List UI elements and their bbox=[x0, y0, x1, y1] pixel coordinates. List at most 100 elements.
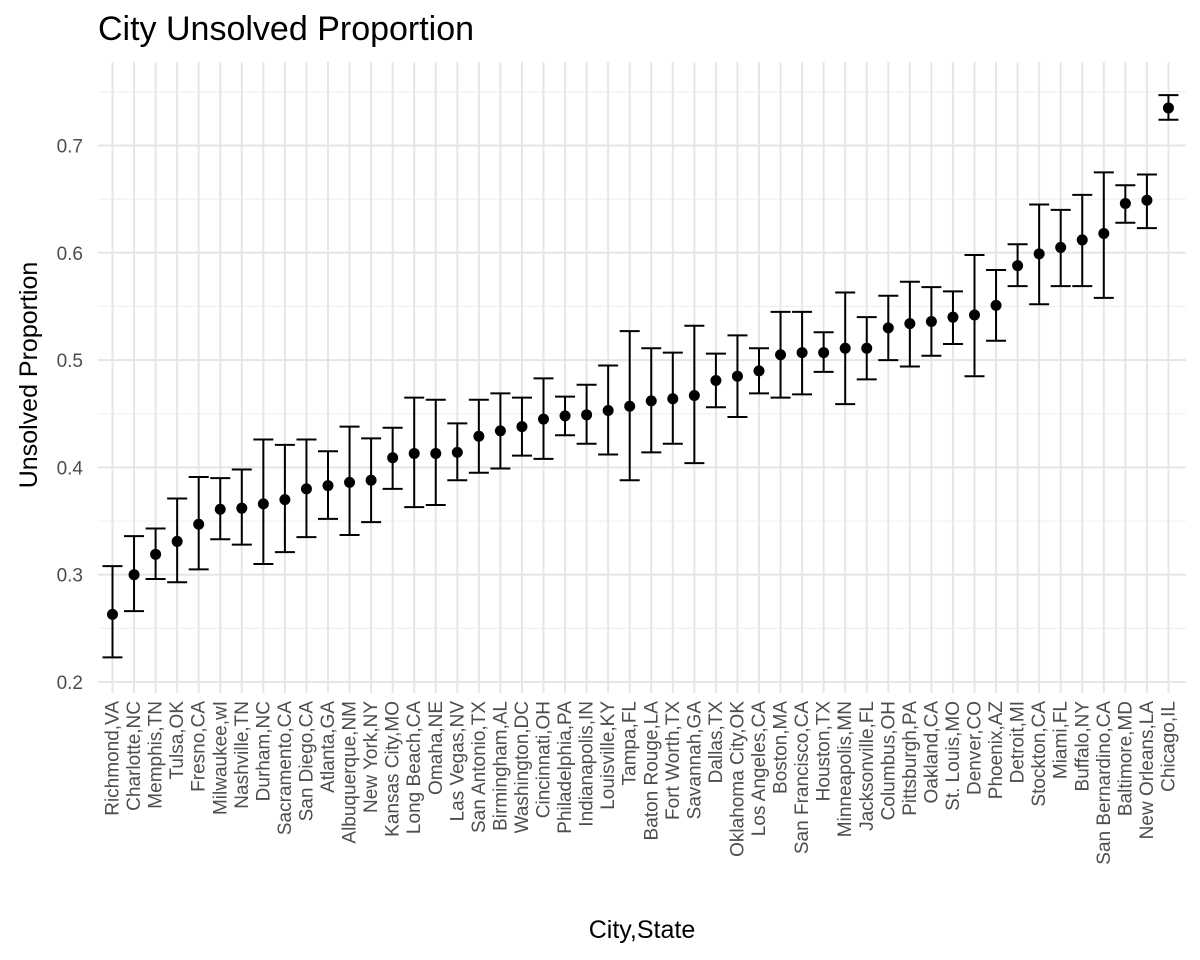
x-tick-label: New Orleans,LA bbox=[1137, 701, 1158, 840]
x-tick-label: Denver,CO bbox=[965, 701, 986, 795]
data-point bbox=[1119, 197, 1131, 209]
data-point bbox=[128, 569, 140, 581]
y-tick-label: 0.3 bbox=[57, 566, 83, 587]
x-tick-label: Dallas,TX bbox=[706, 701, 727, 784]
x-tick-label: Richmond,VA bbox=[103, 701, 124, 816]
x-tick-label: Albuquerque,NM bbox=[340, 701, 361, 844]
x-tick-label: Tampa,FL bbox=[620, 701, 641, 785]
data-point bbox=[171, 535, 183, 547]
x-tick-label: Milwaukee,wI bbox=[210, 701, 231, 815]
x-tick-label: Fort Worth,TX bbox=[663, 701, 684, 820]
data-point bbox=[1055, 241, 1067, 253]
x-tick-label: Nashville,TN bbox=[232, 701, 253, 809]
data-point bbox=[710, 374, 722, 386]
data-point bbox=[107, 608, 118, 620]
data-point bbox=[257, 498, 269, 510]
x-tick-label: St. Louis,MO bbox=[943, 701, 964, 811]
x-tick-label: Pittsburgh,PA bbox=[900, 701, 921, 816]
x-tick-label: Buffalo,NY bbox=[1072, 701, 1093, 792]
data-point bbox=[861, 342, 873, 354]
x-axis-label: City,State bbox=[589, 916, 696, 944]
x-tick-label: Houston,TX bbox=[814, 701, 835, 802]
data-point bbox=[150, 548, 162, 560]
data-point bbox=[925, 315, 937, 327]
x-tick-label: Durham,NC bbox=[253, 701, 274, 801]
x-tick-label: Kansas City,MO bbox=[383, 701, 404, 837]
data-point bbox=[645, 395, 657, 407]
y-tick-label: 0.7 bbox=[57, 137, 83, 158]
data-point bbox=[1012, 260, 1024, 272]
x-tick-label: Oakland,CA bbox=[921, 701, 942, 804]
data-point bbox=[882, 322, 894, 334]
data-point bbox=[581, 409, 593, 421]
data-point bbox=[775, 349, 787, 361]
data-point bbox=[796, 347, 808, 359]
x-tick-label: Charlotte,NC bbox=[124, 701, 145, 811]
x-tick-label: Philadelphia,PA bbox=[555, 701, 576, 834]
x-tick-label: San Diego,CA bbox=[296, 701, 317, 822]
data-point bbox=[624, 400, 636, 412]
data-point bbox=[365, 474, 377, 486]
data-point bbox=[236, 502, 248, 514]
x-tick-label: Minneapolis,MN bbox=[835, 701, 856, 837]
x-tick-label: Chicago,IL bbox=[1158, 701, 1179, 792]
data-point bbox=[451, 446, 463, 458]
x-tick-label: Baltimore,MD bbox=[1115, 701, 1136, 816]
x-tick-label: Miami,FL bbox=[1051, 701, 1072, 779]
data-point bbox=[1076, 234, 1088, 246]
data-point bbox=[279, 494, 291, 506]
y-tick-label: 0.6 bbox=[57, 244, 83, 265]
data-point bbox=[839, 342, 851, 354]
x-tick-label: Birmingham,AL bbox=[490, 701, 511, 831]
x-tick-label: Washington,DC bbox=[512, 701, 533, 833]
data-point bbox=[516, 421, 528, 433]
data-point bbox=[300, 483, 312, 495]
x-tick-label: Baton Rouge,LA bbox=[641, 701, 662, 841]
x-tick-label: San Bernardino,CA bbox=[1094, 701, 1115, 865]
data-point bbox=[753, 365, 765, 377]
x-tick-label: Louisville,KY bbox=[598, 701, 619, 810]
data-point bbox=[667, 393, 679, 405]
data-point bbox=[904, 318, 916, 330]
x-tick-label: Cincinnati,OH bbox=[534, 701, 555, 818]
data-point bbox=[408, 447, 420, 459]
data-point bbox=[559, 410, 571, 422]
y-axis-label: Unsolved Proportion bbox=[15, 262, 43, 489]
x-tick-label: Boston,MA bbox=[771, 701, 792, 794]
x-tick-label: Las Vegas,NV bbox=[447, 701, 468, 822]
x-tick-label: Memphis,TN bbox=[146, 701, 167, 809]
data-point bbox=[214, 503, 226, 515]
x-tick-label: Atlanta,GA bbox=[318, 701, 339, 793]
data-point bbox=[990, 299, 1002, 311]
data-point bbox=[818, 347, 830, 359]
data-point bbox=[969, 309, 980, 321]
x-tick-label: San Francisco,CA bbox=[792, 701, 813, 854]
x-tick-label: Long Beach,CA bbox=[404, 701, 425, 834]
x-tick-label: Sacramento,CA bbox=[275, 701, 296, 835]
y-tick-label: 0.5 bbox=[57, 351, 83, 372]
x-tick-label: Jacksonville,FL bbox=[857, 701, 878, 831]
data-point bbox=[1033, 248, 1045, 260]
x-tick-label: Savannah,GA bbox=[684, 701, 705, 820]
data-point bbox=[538, 413, 549, 425]
chart-title: City Unsolved Proportion bbox=[98, 10, 475, 48]
x-tick-label: Phoenix,AZ bbox=[986, 701, 1007, 800]
data-point bbox=[430, 447, 442, 459]
data-point bbox=[602, 405, 614, 417]
data-point bbox=[1098, 227, 1110, 239]
x-tick-label: Oklahoma City,OK bbox=[727, 701, 748, 857]
x-tick-label: Detroit,MI bbox=[1008, 701, 1029, 783]
data-point bbox=[387, 452, 399, 464]
x-tick-label: Stockton,CA bbox=[1029, 701, 1050, 807]
data-point bbox=[344, 476, 356, 488]
data-point bbox=[1162, 102, 1174, 114]
data-point bbox=[731, 370, 743, 382]
x-tick-label: New York,NY bbox=[361, 701, 382, 813]
data-point bbox=[322, 480, 334, 492]
x-tick-label: Omaha,NE bbox=[426, 701, 447, 795]
data-point bbox=[473, 430, 485, 442]
data-point bbox=[688, 390, 700, 402]
data-point bbox=[193, 518, 205, 530]
data-point bbox=[1141, 194, 1153, 206]
